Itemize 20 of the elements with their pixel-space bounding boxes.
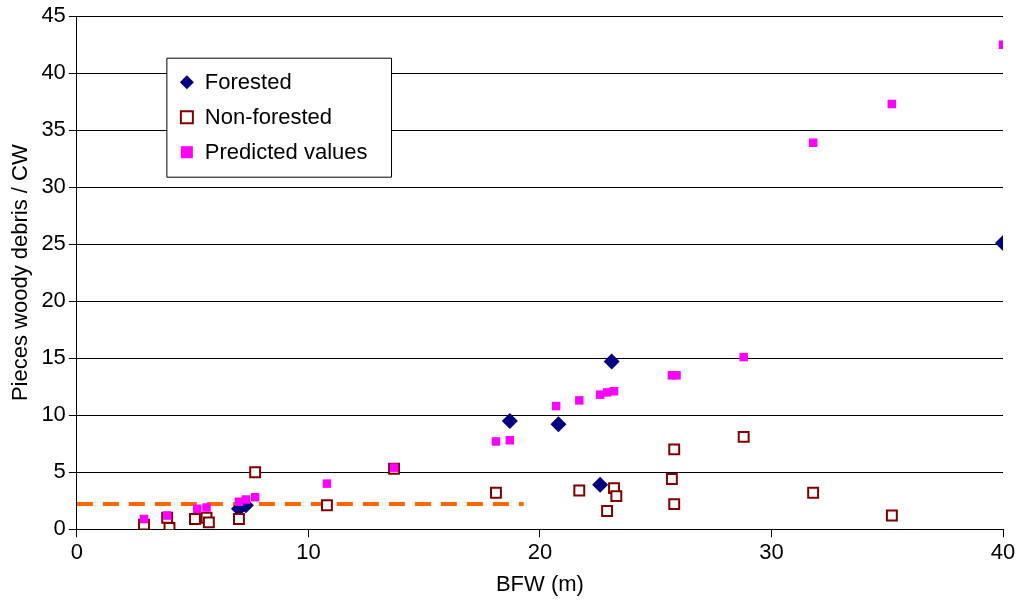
y-tick-label: 10 [41,401,66,427]
y-tick-label: 30 [41,173,66,199]
x-axis-title: BFW (m) [495,570,584,596]
x-tick-label: 40 [990,539,1016,565]
x-tick-label: 20 [527,539,553,565]
legend-label: Predicted values [204,139,368,165]
legend-label: Forested [204,69,292,95]
legend-label: Non-forested [204,104,333,130]
y-tick-label: 35 [41,116,66,142]
x-tick-label: 0 [70,539,83,565]
y-tick-label: 0 [53,515,66,541]
x-tick-label: 30 [759,539,784,565]
y-tick-label: 15 [41,344,66,370]
y-tick-label: 45 [41,2,66,28]
y-tick-label: 40 [41,59,66,85]
x-tick-label: 10 [296,539,321,565]
y-tick-label: 5 [53,458,66,484]
y-tick-label: 25 [41,230,66,256]
y-tick-label: 20 [41,287,66,313]
y-axis-title: Pieces woody debris / CW [7,144,33,402]
